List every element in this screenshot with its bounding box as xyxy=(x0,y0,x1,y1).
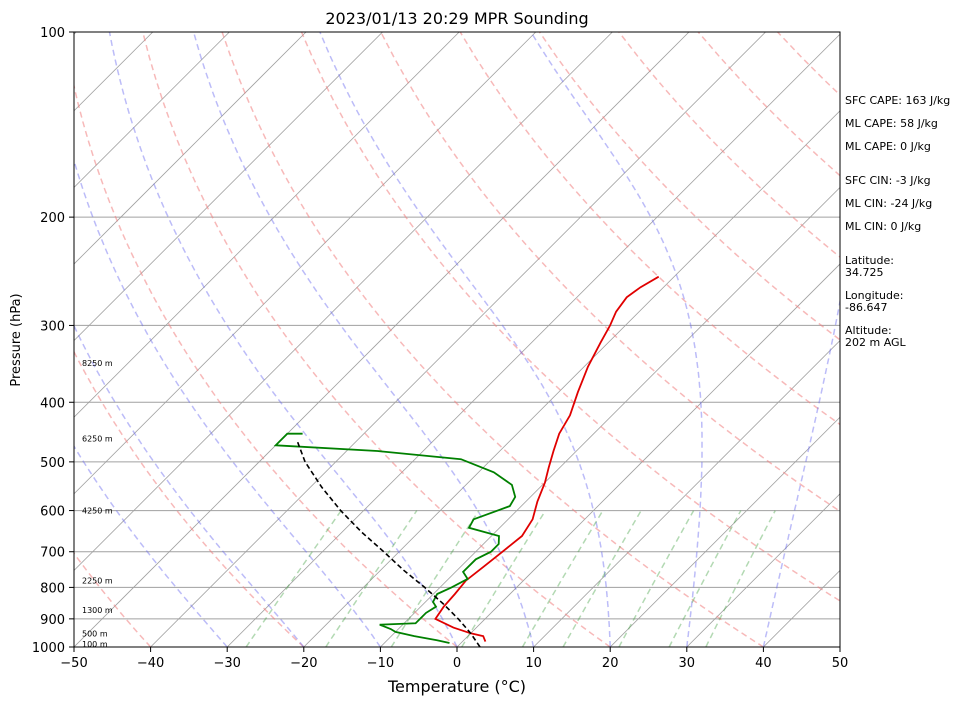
dewpoint-profile xyxy=(273,432,517,644)
mixing-ratio-line xyxy=(390,510,480,647)
ml-cin-label-2: ML CIN: 0 J/kg xyxy=(845,220,922,233)
moist-adiabat-line xyxy=(530,32,703,647)
dry-adiabat-line xyxy=(142,32,611,647)
y-tick-label: 300 xyxy=(40,319,65,334)
ml-cin-label: ML CIN: -24 J/kg xyxy=(845,197,933,210)
y-tick-label: 200 xyxy=(40,211,65,226)
y-tick-label: 800 xyxy=(40,581,65,596)
mixing-ratio-line xyxy=(521,510,604,647)
dry-adiabat-line xyxy=(74,350,305,647)
x-tick-label: −40 xyxy=(137,656,164,671)
isotherm-line xyxy=(226,33,840,647)
ml-cape-label: ML CAPE: 58 J/kg xyxy=(845,117,938,130)
x-tick-label: −30 xyxy=(213,656,240,671)
latitude-label: Latitude: 34.725 xyxy=(845,254,894,279)
height-label: 500 m xyxy=(82,629,108,638)
isotherm-line xyxy=(74,32,613,571)
x-tick-label: 10 xyxy=(525,656,542,671)
height-label: 2250 m xyxy=(82,577,113,586)
height-label: 4250 m xyxy=(82,507,113,516)
height-label: 6250 m xyxy=(82,434,113,443)
moist-adiabat-line xyxy=(74,158,382,647)
y-tick-label: 400 xyxy=(40,396,65,411)
sfc-cin-label: SFC CIN: -3 J/kg xyxy=(845,174,931,187)
mixing-ratio-line xyxy=(618,510,695,647)
isotherm-line xyxy=(686,493,840,647)
x-tick-label: −10 xyxy=(367,656,394,671)
temperature-profile xyxy=(434,275,660,642)
isotherm-line xyxy=(150,32,766,647)
parcel-path xyxy=(295,439,481,647)
x-tick-label: −20 xyxy=(290,656,317,671)
moist-adiabat-line xyxy=(762,297,840,647)
chart-title: 2023/01/13 20:29 MPR Sounding xyxy=(325,9,588,28)
y-tick-label: 500 xyxy=(40,456,65,471)
isotherm-line xyxy=(74,32,307,265)
y-tick-label: 100 xyxy=(40,26,65,41)
x-tick-label: 40 xyxy=(755,656,772,671)
x-tick-label: −50 xyxy=(60,656,87,671)
isotherm-line xyxy=(74,32,690,647)
x-tick-label: 30 xyxy=(679,656,696,671)
mixing-ratio-line xyxy=(461,510,547,647)
moist-adiabat-line xyxy=(74,444,228,647)
y-tick-label: 600 xyxy=(40,505,65,520)
altitude-label: Altitude: 202 m AGL xyxy=(845,324,906,349)
mixing-ratio-line xyxy=(245,510,342,647)
moist-adiabat-line xyxy=(108,32,458,647)
longitude-label: Longitude: -86.647 xyxy=(845,289,904,314)
mixing-ratio-line xyxy=(668,510,742,647)
mixing-ratio-line xyxy=(562,510,642,647)
dry-adiabat-line xyxy=(221,32,764,647)
isotherm-line xyxy=(74,32,230,188)
dry-adiabat-line xyxy=(74,82,458,647)
mixing-ratio-line xyxy=(325,510,418,647)
y-axis-label: Pressure (hPa) xyxy=(9,293,24,386)
isotherm-line xyxy=(74,32,537,495)
plot-frame xyxy=(73,31,841,648)
height-label: 100 m xyxy=(82,640,108,649)
isotherm-line xyxy=(380,186,840,647)
isotherm-line xyxy=(74,32,383,342)
ml-cape-label-2: ML CAPE: 0 J/kg xyxy=(845,140,931,153)
x-tick-label: 20 xyxy=(602,656,619,671)
isotherm-line xyxy=(609,416,840,647)
sfc-cape-label: SFC CAPE: 163 J/kg xyxy=(845,94,951,107)
y-tick-label: 900 xyxy=(40,613,65,628)
moist-adiabat-line xyxy=(319,32,611,647)
x-axis-label: Temperature (°C) xyxy=(387,677,526,696)
isotherm-line xyxy=(74,32,460,418)
isotherm-line xyxy=(533,340,840,647)
isotherm-line xyxy=(303,110,840,647)
x-tick-label: 0 xyxy=(453,656,461,671)
height-label: 8250 m xyxy=(82,359,113,368)
moist-adiabat-line xyxy=(192,32,535,647)
x-tick-label: 50 xyxy=(832,656,849,671)
y-tick-label: 1000 xyxy=(32,641,65,656)
height-label: 1300 m xyxy=(82,606,113,615)
mixing-ratio-line xyxy=(705,510,776,647)
y-tick-label: 700 xyxy=(40,546,65,561)
isotherm-line xyxy=(456,263,840,647)
